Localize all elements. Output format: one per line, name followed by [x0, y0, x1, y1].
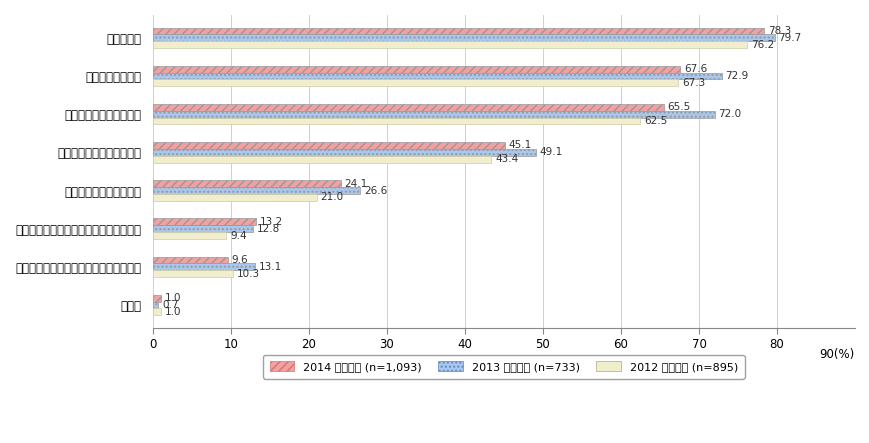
Bar	[153, 194, 316, 201]
Text: 1.0: 1.0	[164, 307, 181, 317]
Bar	[153, 156, 491, 163]
Text: 90(%): 90(%)	[819, 348, 854, 361]
Text: 45.1: 45.1	[508, 140, 531, 151]
Text: 78.3: 78.3	[766, 26, 790, 36]
Bar	[153, 256, 228, 264]
Text: 65.5: 65.5	[667, 102, 690, 113]
Bar	[153, 104, 663, 111]
Text: 72.9: 72.9	[725, 71, 748, 81]
Bar	[153, 295, 161, 302]
Bar	[153, 264, 255, 270]
Bar	[153, 142, 504, 149]
Bar	[153, 73, 720, 79]
Text: 13.2: 13.2	[260, 217, 282, 227]
Bar	[153, 232, 226, 239]
Text: 79.7: 79.7	[778, 33, 801, 43]
Bar	[153, 27, 763, 35]
Text: 62.5: 62.5	[644, 116, 667, 126]
Text: 49.1: 49.1	[539, 148, 562, 157]
Text: 72.0: 72.0	[718, 109, 740, 119]
Bar	[153, 308, 161, 315]
Bar	[153, 270, 233, 277]
Text: 67.6: 67.6	[683, 64, 706, 74]
Text: 9.6: 9.6	[231, 255, 248, 265]
Text: 1.0: 1.0	[164, 293, 181, 303]
Bar	[153, 302, 158, 308]
Bar	[153, 66, 680, 73]
Text: 26.6: 26.6	[364, 186, 387, 195]
Bar	[153, 225, 252, 232]
Text: 10.3: 10.3	[236, 268, 260, 279]
Text: 43.4: 43.4	[494, 154, 518, 164]
Bar	[153, 35, 773, 41]
Text: 13.1: 13.1	[259, 262, 282, 272]
Text: 21.0: 21.0	[320, 192, 343, 202]
Bar	[153, 218, 255, 225]
Bar	[153, 111, 713, 118]
Text: 76.2: 76.2	[750, 40, 773, 50]
Bar	[153, 118, 640, 124]
Bar	[153, 180, 341, 187]
Text: 9.4: 9.4	[229, 230, 247, 241]
Text: 67.3: 67.3	[681, 78, 704, 88]
Text: 12.8: 12.8	[256, 224, 280, 233]
Legend: 2014 年度調査 (n=1,093), 2013 年度調査 (n=733), 2012 年度調査 (n=895): 2014 年度調査 (n=1,093), 2013 年度調査 (n=733), …	[262, 354, 744, 379]
Bar	[153, 41, 746, 48]
Bar	[153, 187, 360, 194]
Bar	[153, 79, 677, 86]
Text: 24.1: 24.1	[344, 179, 368, 189]
Bar	[153, 149, 535, 156]
Text: 0.7: 0.7	[162, 300, 178, 310]
